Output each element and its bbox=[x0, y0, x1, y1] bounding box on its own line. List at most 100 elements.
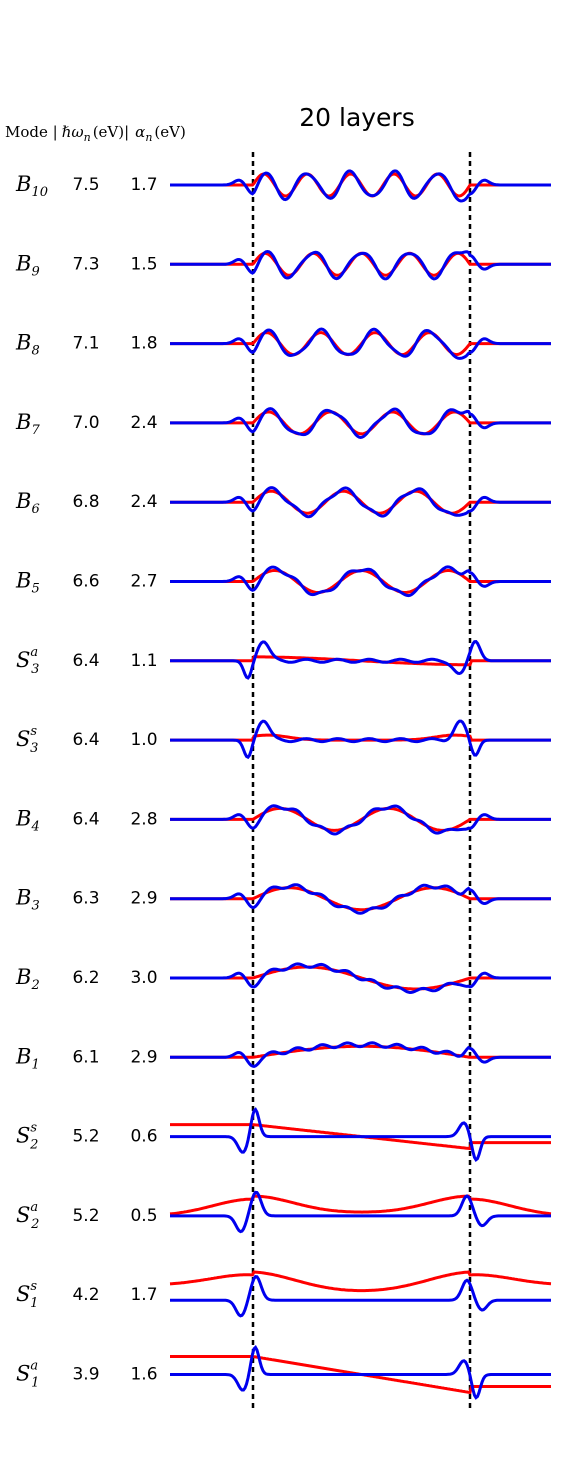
energy: 6.3 bbox=[72, 889, 99, 909]
mode-label: B6 bbox=[15, 489, 40, 517]
header-mode: Mode | bbox=[5, 123, 58, 141]
mode-label: B5 bbox=[15, 568, 40, 596]
mode-sup: s bbox=[30, 1120, 37, 1135]
mode-sub: 6 bbox=[31, 502, 39, 517]
mode-label: B10 bbox=[15, 172, 48, 200]
mode-base: S bbox=[16, 647, 30, 671]
title: 20 layers bbox=[299, 103, 415, 132]
mode-sub: 1 bbox=[31, 1057, 39, 1072]
mode-base: B bbox=[15, 568, 31, 592]
mode-sub: 2 bbox=[30, 978, 39, 993]
alpha: 2.4 bbox=[130, 492, 157, 512]
energy: 6.2 bbox=[72, 968, 99, 988]
mode-label: Sa 1 bbox=[16, 1358, 39, 1390]
energy: 6.4 bbox=[72, 651, 99, 671]
alpha: 3.0 bbox=[130, 968, 157, 988]
energy: 7.0 bbox=[72, 413, 99, 433]
profile-blue bbox=[170, 719, 551, 760]
mode-label: Ss 3 bbox=[16, 724, 38, 756]
profile-blue bbox=[170, 169, 551, 203]
profile-red bbox=[170, 965, 551, 991]
energy: 3.9 bbox=[72, 1365, 99, 1385]
mode-label: B4 bbox=[15, 806, 40, 834]
mode-label: B7 bbox=[15, 409, 40, 437]
profile-blue bbox=[170, 640, 551, 680]
mode-base: S bbox=[16, 1202, 30, 1226]
mode-base: B bbox=[15, 330, 31, 354]
header-alpha-unit: (eV) bbox=[154, 123, 185, 141]
alpha: 0.6 bbox=[130, 1127, 157, 1147]
header-omega-sub: n bbox=[84, 131, 91, 144]
energy: 5.2 bbox=[72, 1127, 99, 1147]
mode-sub: 9 bbox=[31, 264, 39, 279]
energy: 5.2 bbox=[72, 1206, 99, 1226]
profile-blue bbox=[170, 407, 551, 440]
mode-base: B bbox=[15, 965, 31, 989]
profile-blue bbox=[170, 1107, 551, 1163]
mode-base: B bbox=[15, 489, 31, 513]
mode-sub: 2 bbox=[29, 1137, 38, 1152]
mode-sup: a bbox=[30, 1199, 38, 1214]
alpha: 2.4 bbox=[130, 413, 157, 433]
mode-label: Ss 2 bbox=[16, 1120, 38, 1152]
profile-blue bbox=[170, 1190, 551, 1234]
profile-blue bbox=[170, 249, 551, 281]
alpha: 1.6 bbox=[130, 1365, 157, 1385]
mode-base: B bbox=[15, 806, 31, 830]
mode-base: B bbox=[15, 172, 31, 196]
alpha: 2.8 bbox=[130, 809, 157, 829]
mode-base: B bbox=[15, 885, 31, 909]
energy: 4.2 bbox=[72, 1285, 99, 1305]
alpha: 1.8 bbox=[130, 334, 157, 354]
mode-sub: 8 bbox=[31, 343, 39, 358]
alpha: 1.7 bbox=[130, 1285, 157, 1305]
alpha: 2.7 bbox=[130, 572, 157, 592]
mode-label: B1 bbox=[15, 1044, 40, 1072]
mode-base: S bbox=[16, 727, 30, 751]
profile-blue bbox=[170, 962, 551, 995]
mode-base: B bbox=[15, 1044, 31, 1068]
mode-base: S bbox=[16, 1123, 30, 1147]
profile-blue bbox=[170, 1274, 551, 1318]
mode-label: Sa 2 bbox=[16, 1199, 39, 1231]
mode-base: B bbox=[15, 251, 31, 275]
energy: 6.4 bbox=[72, 730, 99, 750]
profile-red bbox=[169, 1270, 552, 1293]
profile-blue bbox=[170, 804, 551, 836]
mode-sub: 3 bbox=[31, 661, 39, 676]
mode-base: S bbox=[16, 1282, 30, 1306]
mode-sub: 7 bbox=[31, 422, 40, 437]
mode-label: B8 bbox=[15, 330, 40, 358]
energy: 7.3 bbox=[72, 254, 99, 274]
mode-sub: 5 bbox=[31, 581, 39, 596]
profile-blue bbox=[170, 883, 551, 915]
alpha: 2.9 bbox=[130, 889, 157, 909]
mode-base: S bbox=[16, 1361, 30, 1385]
mode-sub: 1 bbox=[31, 1375, 39, 1390]
mode-sup: a bbox=[30, 1358, 38, 1373]
mode-sub: 3 bbox=[31, 898, 39, 913]
mode-sup: a bbox=[30, 644, 38, 659]
alpha: 0.5 bbox=[130, 1206, 157, 1226]
profile-red bbox=[170, 410, 551, 436]
header-alpha: α bbox=[135, 123, 145, 141]
mode-sub: 2 bbox=[30, 1216, 39, 1231]
mode-sub: 4 bbox=[30, 819, 39, 834]
mode-sup: s bbox=[30, 1279, 37, 1294]
alpha: 1.7 bbox=[130, 175, 157, 195]
alpha: 2.9 bbox=[130, 1047, 157, 1067]
mode-sup: s bbox=[30, 724, 37, 739]
header-omega-unit: (eV)| bbox=[93, 123, 129, 141]
energy: 6.8 bbox=[72, 492, 99, 512]
alpha: 1.0 bbox=[130, 730, 157, 750]
energy: 6.1 bbox=[72, 1047, 99, 1067]
profile-blue bbox=[170, 565, 551, 598]
mode-sub: 10 bbox=[31, 185, 48, 200]
header-alpha-sub: n bbox=[145, 131, 152, 144]
profile-blue bbox=[170, 1344, 551, 1400]
energy: 6.6 bbox=[72, 572, 99, 592]
profile-blue bbox=[170, 327, 551, 360]
mode-label: B3 bbox=[15, 885, 40, 913]
mode-sub: 1 bbox=[30, 1296, 38, 1311]
